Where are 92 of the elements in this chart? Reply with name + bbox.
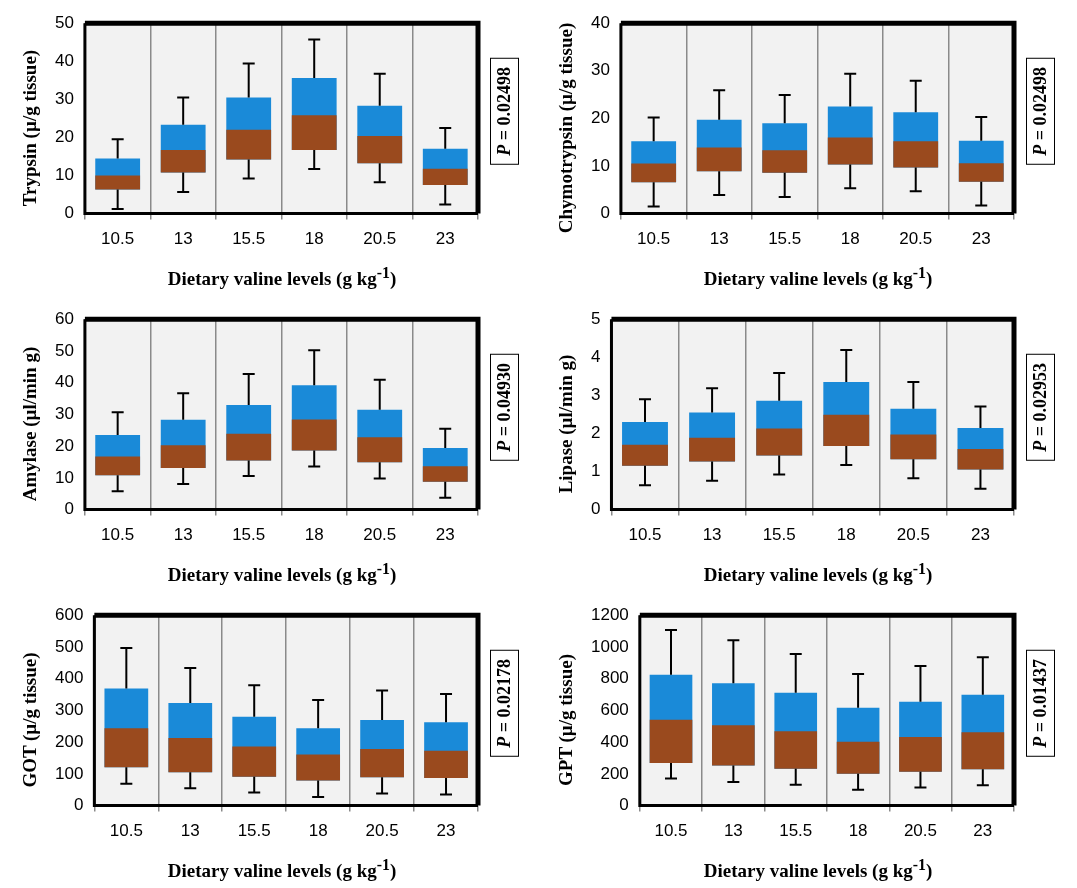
y-tick-label: 1200 <box>590 604 629 624</box>
y-tick-label: 50 <box>54 12 74 32</box>
x-axis-title: Dietary valine levels (g kg$^{-1}$) <box>166 856 398 883</box>
x-tick-label: 15.5 <box>762 525 796 545</box>
x-tick-label: 20.5 <box>896 525 930 545</box>
text: P = 0.01437 <box>1026 650 1055 757</box>
y-tick-label: 20 <box>590 108 610 128</box>
x-tick-label: 10.5 <box>654 821 688 841</box>
y-tick-label: 0 <box>73 795 84 815</box>
x-tick-label: 23 <box>970 525 990 545</box>
y-tick-label: 200 <box>600 763 629 783</box>
y-axis-title: Amylase (µl/min g) <box>19 345 41 504</box>
y-axis-title: Lipase (µl/min g) <box>555 353 577 496</box>
x-tick-label: 15.5 <box>768 229 802 249</box>
y-tick-label: 30 <box>590 60 610 80</box>
x-tick-label: 10.5 <box>109 821 143 841</box>
x-tick-label: 20.5 <box>363 525 397 545</box>
x-axis-title: Dietary valine levels (g kg$^{-1}$) <box>702 560 934 587</box>
x-tick-label: 20.5 <box>363 229 397 249</box>
y-tick-label: 1000 <box>590 636 629 656</box>
y-tick-label: 400 <box>600 731 629 751</box>
x-tick-label: 15.5 <box>779 821 813 841</box>
x-tick-label: 18 <box>304 525 324 545</box>
x-tick-label: 18 <box>304 229 324 249</box>
y-tick-label: 400 <box>54 668 84 688</box>
y-axis-title: GOT (µ/g tissue) <box>19 651 41 790</box>
y-tick-label: 0 <box>590 499 601 519</box>
y-axis-title: Trypsin (µ/g tissue) <box>19 48 41 209</box>
y-tick-label: 500 <box>54 636 84 656</box>
x-tick-label: 23 <box>971 229 991 249</box>
x-tick-label: 13 <box>180 821 200 841</box>
x-tick-label: 18 <box>836 525 856 545</box>
x-tick-label: 10.5 <box>101 525 135 545</box>
x-tick-label: 10.5 <box>628 525 662 545</box>
x-tick-label: 23 <box>435 525 455 545</box>
x-tick-label: 18 <box>840 229 860 249</box>
y-tick-label: 200 <box>54 731 84 751</box>
y-tick-label: 30 <box>54 404 74 424</box>
y-tick-label: 30 <box>54 89 74 109</box>
x-axis-title: Dietary valine levels (g kg$^{-1}$) <box>166 560 398 587</box>
y-tick-label: 20 <box>54 127 74 147</box>
y-tick-label: 0 <box>64 499 74 519</box>
x-tick-label: 13 <box>709 229 729 249</box>
y-tick-label: 3 <box>590 385 601 405</box>
y-tick-label: 600 <box>54 604 84 624</box>
y-tick-label: 0 <box>619 795 629 815</box>
x-tick-label: 23 <box>436 821 456 841</box>
y-tick-label: 10 <box>54 165 74 185</box>
text: P = 0.02178 <box>490 650 519 757</box>
x-tick-label: 20.5 <box>903 821 937 841</box>
y-tick-label: 0 <box>600 203 610 223</box>
y-tick-label: 0 <box>64 203 74 223</box>
x-axis-title: Dietary valine levels (g kg$^{-1}$) <box>702 264 934 291</box>
y-tick-label: 1 <box>590 461 601 481</box>
x-tick-label: 18 <box>308 821 328 841</box>
x-axis-title: Dietary valine levels (g kg$^{-1}$) <box>166 264 398 291</box>
x-tick-label: 10.5 <box>101 229 135 249</box>
x-tick-label: 13 <box>173 229 193 249</box>
y-tick-label: 4 <box>590 346 601 366</box>
text: P = 0.02498 <box>1026 58 1055 165</box>
x-tick-label: 20.5 <box>365 821 399 841</box>
y-tick-label: 600 <box>600 700 629 720</box>
x-tick-label: 10.5 <box>637 229 671 249</box>
y-tick-label: 10 <box>590 155 610 175</box>
x-tick-label: 18 <box>848 821 868 841</box>
x-tick-label: 13 <box>173 525 193 545</box>
x-tick-label: 13 <box>702 525 722 545</box>
x-tick-label: 15.5 <box>232 229 266 249</box>
y-tick-label: 10 <box>54 467 74 487</box>
x-tick-label: 15.5 <box>232 525 266 545</box>
y-tick-label: 20 <box>54 435 74 455</box>
text: P = 0.04930 <box>490 354 519 461</box>
y-tick-label: 100 <box>54 763 84 783</box>
y-tick-label: 800 <box>600 668 629 688</box>
y-tick-label: 40 <box>54 50 74 70</box>
x-tick-label: 23 <box>973 821 993 841</box>
x-axis-title: Dietary valine levels (g kg$^{-1}$) <box>702 856 934 883</box>
text: P = 0.02953 <box>1026 354 1055 461</box>
x-tick-label: 23 <box>435 229 455 249</box>
y-tick-label: 5 <box>590 308 601 328</box>
y-tick-label: 40 <box>590 12 610 32</box>
y-tick-label: 40 <box>54 372 74 392</box>
y-tick-label: 2 <box>590 423 601 443</box>
y-axis-title: Chymotrypsin (µ/g tissue) <box>555 21 577 236</box>
y-tick-label: 300 <box>54 700 84 720</box>
text: P = 0.02498 <box>490 58 519 165</box>
y-tick-label: 60 <box>54 308 74 328</box>
y-axis-title: GPT (µ/g tissue) <box>555 653 577 788</box>
y-tick-label: 50 <box>54 340 74 360</box>
x-tick-label: 15.5 <box>237 821 271 841</box>
x-tick-label: 13 <box>723 821 743 841</box>
x-tick-label: 20.5 <box>899 229 933 249</box>
